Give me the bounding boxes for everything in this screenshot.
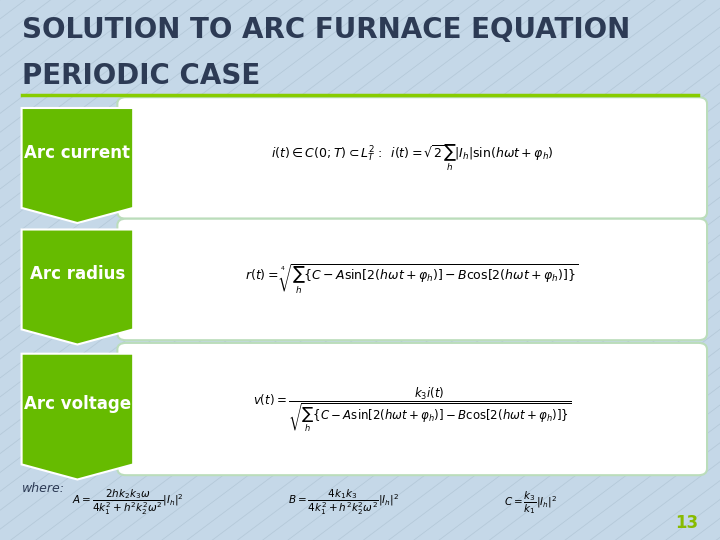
- Text: $C = \dfrac{k_3}{k_1}|I_h|^2$: $C = \dfrac{k_3}{k_1}|I_h|^2$: [504, 489, 557, 516]
- FancyBboxPatch shape: [117, 219, 707, 340]
- Polygon shape: [22, 230, 133, 345]
- Text: 13: 13: [675, 514, 698, 532]
- Text: $v(t) = \dfrac{k_3 i(t)}{\sqrt{\sum_{h}\{C - A\sin[2(h\omega t + \varphi_h)] - B: $v(t) = \dfrac{k_3 i(t)}{\sqrt{\sum_{h}\…: [253, 384, 572, 434]
- FancyBboxPatch shape: [117, 97, 707, 219]
- Text: Arc radius: Arc radius: [30, 265, 125, 283]
- Text: PERIODIC CASE: PERIODIC CASE: [22, 62, 260, 90]
- Text: Arc voltage: Arc voltage: [24, 395, 131, 413]
- Text: $i(t) \in C(0;T) \subset L^2_T:\;\; i(t) = \sqrt{2}\sum_{h}|I_h|\sin(h\omega t +: $i(t) \in C(0;T) \subset L^2_T:\;\; i(t)…: [271, 143, 554, 173]
- Polygon shape: [22, 108, 133, 223]
- Text: where:: where:: [22, 482, 65, 495]
- Text: $A = \dfrac{2hk_2k_3\omega}{4k_1^2 + h^2k_2^2\omega^2}|I_h|^2$: $A = \dfrac{2hk_2k_3\omega}{4k_1^2 + h^2…: [72, 487, 184, 517]
- FancyBboxPatch shape: [117, 343, 707, 475]
- Text: $r(t) = \sqrt[4]{\sum_{h}\{C - A\sin[2(h\omega t + \varphi_h)] - B\cos[2(h\omega: $r(t) = \sqrt[4]{\sum_{h}\{C - A\sin[2(h…: [246, 262, 579, 296]
- Polygon shape: [22, 354, 133, 480]
- Text: $B = \dfrac{4k_1k_3}{4k_1^2 + h^2k_2^2\omega^2}|I_h|^2$: $B = \dfrac{4k_1k_3}{4k_1^2 + h^2k_2^2\o…: [288, 487, 399, 517]
- Text: SOLUTION TO ARC FURNACE EQUATION: SOLUTION TO ARC FURNACE EQUATION: [22, 16, 630, 44]
- Text: Arc current: Arc current: [24, 144, 130, 161]
